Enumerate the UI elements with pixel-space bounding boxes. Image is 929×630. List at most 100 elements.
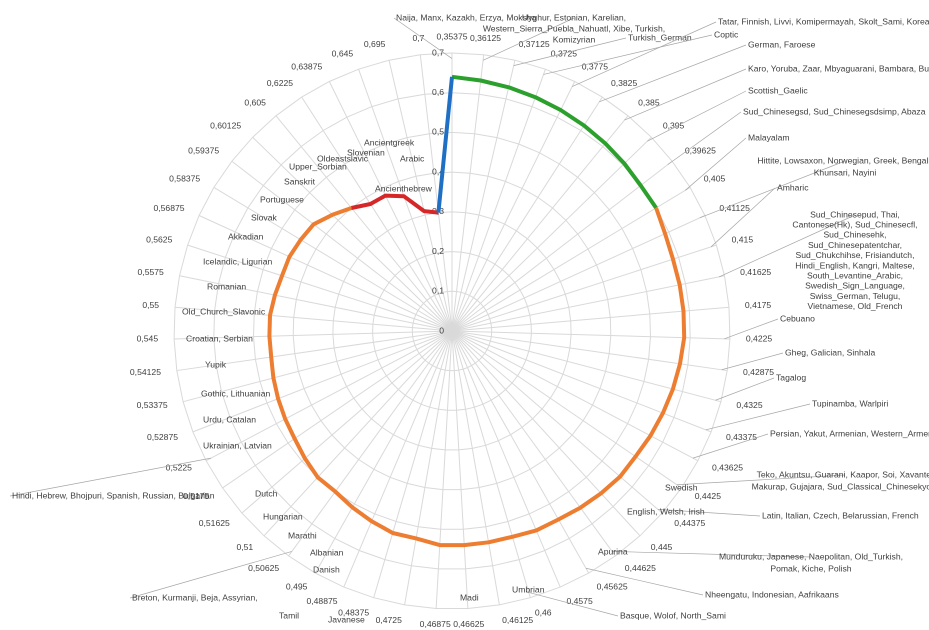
spoke: [451, 187, 691, 332]
annotation: Breton, Kurmanji, Beja, Assyrian,: [132, 592, 258, 602]
category-label: 0,4325: [736, 400, 763, 410]
spoke: [451, 54, 485, 332]
annotation: Hittite, Lowsaxon, Norwegian, Greek, Ben…: [757, 155, 929, 165]
y-tick-label: 0,5: [432, 127, 444, 137]
spoke: [451, 330, 590, 574]
grid-ring: [173, 52, 731, 609]
spoke: [231, 160, 453, 332]
annotation: Swiss_German, Telugu,: [810, 291, 901, 301]
annotation: Gheg, Galician, Sinhala: [785, 347, 876, 357]
annotation: Dutch: [255, 488, 278, 498]
annotation: Latin, Italian, Czech, Belarussian, Fren…: [762, 510, 919, 520]
annotation: Old_Church_Slavonic: [182, 306, 266, 316]
annotation: Marathi: [288, 530, 317, 540]
annotation: Munduruku, Japanese, Naepolitan, Old_Tur…: [719, 551, 903, 561]
annotation: Ancienthebrew: [375, 183, 433, 193]
category-label: 0,48875: [306, 596, 337, 606]
spoke: [192, 330, 453, 433]
category-label: 0,645: [332, 48, 354, 58]
leader-line: [624, 68, 747, 121]
annotation: Sud_Chinesehk,: [823, 230, 886, 240]
spoke: [451, 330, 641, 537]
leader-line: [528, 592, 619, 617]
leader-line: [647, 90, 747, 142]
category-label: 0,4225: [746, 334, 773, 344]
annotation: Persian, Yakut, Armenian, Western_Armeni…: [770, 428, 929, 438]
annotation: Coptic: [714, 29, 739, 39]
spoke: [451, 96, 603, 332]
category-label: 0,46125: [502, 615, 533, 625]
annotation: Hindi, Hebrew, Bhojpuri, Spanish, Russia…: [12, 490, 215, 500]
category-label: 0,58375: [169, 173, 200, 183]
category-label: 0,5175: [183, 491, 210, 501]
spoke: [451, 136, 652, 332]
annotation: Turkish_German: [628, 32, 692, 42]
category-label: 0,4725: [376, 615, 403, 625]
spoke: [451, 330, 699, 462]
leader-line: [657, 509, 761, 517]
category-label: 0,41625: [740, 267, 771, 277]
category-label: 0,59375: [188, 146, 219, 156]
annotation: Malayalam: [748, 132, 790, 142]
spoke: [275, 115, 453, 332]
y-tick-label: 0,6: [432, 87, 444, 97]
annotation: Portuguese: [260, 194, 304, 204]
y-tick-label: 0,2: [432, 246, 444, 256]
annotation: Hungarian: [263, 511, 303, 521]
leader-line: [543, 34, 713, 75]
spoke: [174, 306, 453, 332]
annotation: Uyghur, Estonian, Karelian,: [522, 12, 626, 22]
category-label: 0,35375: [436, 31, 467, 41]
leader-line: [612, 551, 812, 558]
leader-line: [710, 187, 776, 248]
spoke: [263, 330, 453, 537]
leader-line: [482, 17, 575, 61]
annotation: Javanese: [328, 614, 365, 624]
spoke: [213, 187, 453, 332]
annotation: Scottish_Gaelic: [748, 85, 808, 95]
annotation: Swedish: [665, 482, 698, 492]
spoke: [404, 330, 453, 606]
annotation: English, Welsh, Irish: [627, 506, 705, 516]
category-label: 0,44625: [625, 563, 656, 573]
category-label: 0,43375: [726, 432, 757, 442]
category-label: 0,5575: [138, 267, 165, 277]
spoke: [451, 330, 561, 588]
annotation: Romanian: [207, 281, 246, 291]
spoke: [451, 306, 730, 332]
spoke: [451, 330, 500, 606]
annotation: Arabic: [400, 153, 425, 163]
annotation: Upper_Sorbian: [289, 161, 347, 171]
annotation: Cantonese(Hk), Sud_Chinesecfl,: [792, 219, 917, 229]
category-label: 0,43625: [712, 462, 743, 472]
category-label: 0,495: [286, 581, 308, 591]
spoke: [451, 60, 516, 332]
grid-ring: [332, 211, 572, 451]
annotation: Tatar, Finnish, Livvi, Komipermayah, Sko…: [718, 16, 929, 26]
category-label: 0,50625: [248, 563, 279, 573]
spoke: [373, 330, 453, 598]
leader-line: [513, 37, 627, 66]
category-label: 0,44375: [674, 518, 705, 528]
annotation: Amharic: [777, 182, 809, 192]
leader-line: [692, 433, 769, 459]
category-label: 0,36125: [470, 33, 501, 43]
annotation: Akkadian: [228, 231, 264, 241]
annotation: Croatian, Serbian: [186, 333, 253, 343]
y-tick-label: 0,7: [432, 47, 444, 57]
y-tick-label: 0,4: [432, 166, 444, 176]
spoke: [314, 330, 453, 574]
category-label: 0,46625: [453, 619, 484, 629]
annotation: Sud_Chinesegsd, Sud_Chinesegsdsimp, Abaz…: [743, 106, 926, 116]
annotation: Tupinamba, Warlpiri: [812, 398, 888, 408]
spoke: [451, 215, 706, 332]
spoke: [241, 330, 453, 514]
series-line: [267, 206, 687, 548]
spoke: [205, 330, 453, 462]
spoke: [451, 330, 682, 489]
category-label: 0,37125: [519, 39, 550, 49]
annotation: Icelandic, Ligurian: [203, 256, 272, 266]
category-label: 0,395: [663, 120, 685, 130]
category-label: 0,695: [364, 39, 386, 49]
